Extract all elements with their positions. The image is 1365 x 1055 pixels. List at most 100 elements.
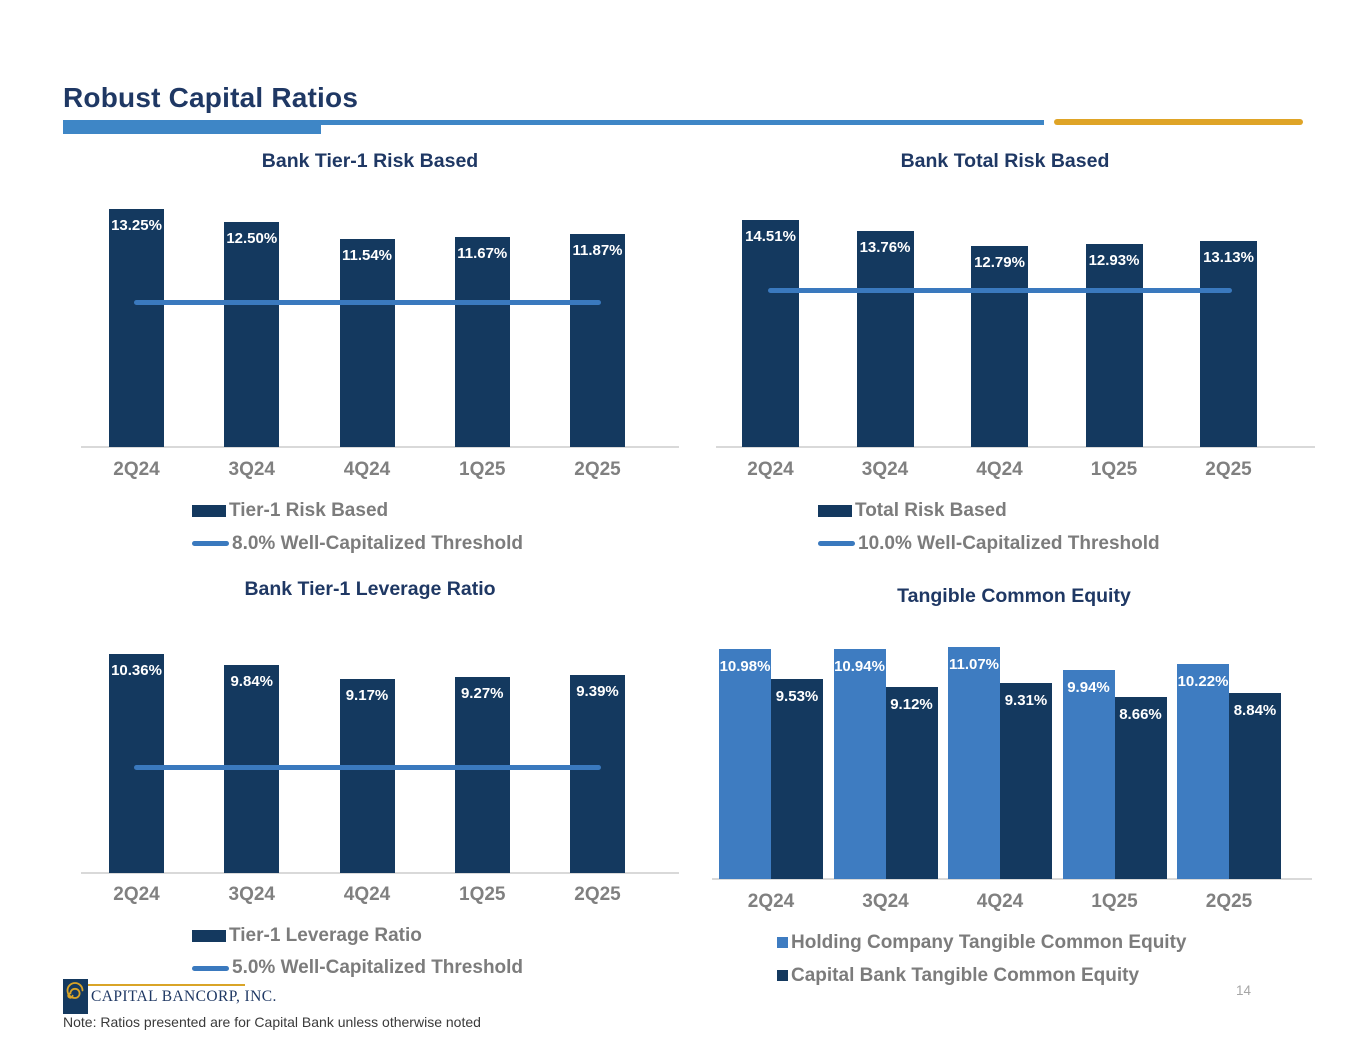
legend-label: Capital Bank Tangible Common Equity	[791, 964, 1140, 986]
legend-entry: 10.0% Well-Capitalized Threshold	[818, 527, 1160, 560]
bar-value-label: 13.13%	[1203, 249, 1254, 267]
axis-tick-label: 2Q25	[1205, 459, 1252, 480]
bar-value-label: 9.94%	[1067, 679, 1110, 697]
bar	[1062, 670, 1115, 879]
bar	[570, 674, 625, 873]
legend-swatch	[192, 504, 226, 517]
axis-tick-label: 1Q25	[459, 884, 506, 905]
bar	[339, 679, 395, 873]
legend-label: Total Risk Based	[855, 499, 1007, 521]
bar-value-label: 11.54%	[341, 247, 393, 265]
bar-value-label: 11.87%	[572, 241, 623, 259]
axis-tick-label: 3Q24	[862, 891, 909, 912]
legend-label: 8.0% Well-Capitalized Threshold	[232, 532, 524, 554]
bar	[109, 654, 164, 873]
legend-entry: 5.0% Well-Capitalized Threshold	[192, 952, 523, 984]
chart-title-tier1-risk-based: Bank Tier-1 Risk Based	[261, 150, 479, 172]
bar-value-label: 13.76%	[859, 239, 911, 257]
header-accent-bar	[63, 120, 321, 134]
bar	[454, 677, 510, 873]
bar	[833, 649, 886, 879]
threshold-line	[133, 764, 601, 770]
page-number: 14	[1236, 983, 1252, 998]
bar-value-label: 11.67%	[457, 245, 508, 263]
bar	[856, 231, 914, 447]
axis-tick-label: 4Q24	[976, 459, 1023, 480]
bar-value-label: 14.51%	[745, 227, 796, 245]
legend-label: 5.0% Well-Capitalized Threshold	[232, 957, 524, 978]
bar	[1085, 244, 1143, 447]
bar-value-label: 8.66%	[1119, 706, 1162, 723]
axis-tick-label: 4Q24	[976, 891, 1024, 912]
company-logo-text: CAPITAL BANCORP, INC.	[91, 988, 277, 1005]
header-rule-gold	[1054, 119, 1303, 125]
logo-gold-line	[88, 984, 245, 986]
axis-tick-label: 1Q25	[1090, 459, 1138, 480]
bar-value-label: 10.94%	[834, 658, 885, 676]
bar-value-label: 12.79%	[974, 254, 1025, 272]
legend-swatch	[777, 937, 788, 948]
legend-line-swatch	[192, 965, 229, 971]
bar	[885, 687, 938, 879]
bar	[742, 219, 799, 447]
axis-tick-label: 2Q25	[574, 459, 621, 480]
bar-value-label: 9.84%	[230, 673, 274, 691]
bar-value-label: 9.27%	[460, 685, 504, 703]
axis-tick-label: 4Q24	[343, 459, 391, 480]
x-axis-line	[81, 446, 679, 448]
bar-value-label: 9.39%	[576, 682, 619, 700]
axis-tick-label: 2Q24	[747, 891, 795, 912]
bar	[948, 646, 1000, 879]
x-axis-line	[712, 878, 1312, 880]
x-axis-line	[81, 872, 679, 874]
bar-value-label: 8.84%	[1233, 702, 1277, 720]
chart-title-tier1-leverage-ratio: Bank Tier-1 Leverage Ratio	[244, 578, 496, 600]
bar	[719, 648, 771, 879]
bar	[1000, 683, 1052, 879]
bar	[109, 208, 164, 447]
bar-value-label: 9.12%	[890, 696, 933, 714]
x-axis-line	[716, 446, 1315, 448]
bar	[1229, 693, 1281, 879]
bar	[971, 246, 1028, 447]
axis-tick-label: 2Q24	[113, 459, 160, 480]
legend-line-swatch	[818, 541, 855, 546]
company-logo-icon	[63, 979, 88, 1014]
legend-entry: 8.0% Well-Capitalized Threshold	[192, 527, 523, 560]
bar-value-label: 12.50%	[226, 230, 278, 248]
threshold-line	[767, 287, 1232, 293]
bar-value-label: 10.36%	[111, 662, 162, 680]
legend-line-swatch	[192, 541, 229, 546]
chart-title-total-risk-based: Bank Total Risk Based	[900, 150, 1110, 172]
legend-entry: Tier-1 Risk Based	[192, 494, 388, 527]
axis-tick-label: 2Q25	[1205, 891, 1253, 912]
axis-tick-label: 2Q24	[113, 884, 160, 905]
legend-swatch	[818, 504, 852, 517]
bar	[570, 233, 625, 447]
legend-label: 10.0% Well-Capitalized Threshold	[858, 532, 1160, 554]
legend-label: Holding Company Tangible Common Equity	[791, 931, 1187, 953]
bar-value-label: 9.31%	[1004, 692, 1048, 710]
threshold-line	[133, 300, 601, 306]
bar	[339, 239, 395, 447]
header-rule-blue	[321, 120, 1044, 125]
legend-swatch	[192, 930, 226, 942]
bar	[1200, 241, 1257, 447]
chart-title-tangible-common-equity: Tangible Common Equity	[897, 585, 1131, 607]
legend-swatch	[777, 970, 788, 981]
legend-entry: Total Risk Based	[818, 494, 1007, 527]
bar	[224, 222, 280, 447]
axis-tick-label: 4Q24	[343, 884, 391, 905]
bar-value-label: 9.17%	[345, 687, 389, 705]
bar	[1177, 664, 1229, 879]
legend-entry: Capital Bank Tangible Common Equity	[777, 959, 1139, 992]
bar	[1114, 697, 1167, 879]
axis-tick-label: 3Q24	[228, 884, 275, 905]
legend-entry: Holding Company Tangible Common Equity	[777, 926, 1186, 959]
bar-value-label: 11.07%	[948, 655, 1000, 673]
bar	[454, 237, 510, 447]
axis-tick-label: 2Q24	[747, 459, 794, 480]
bar-value-label: 9.53%	[775, 687, 819, 705]
legend-label: Tier-1 Leverage Ratio	[229, 925, 422, 946]
axis-tick-label: 1Q25	[459, 459, 506, 480]
